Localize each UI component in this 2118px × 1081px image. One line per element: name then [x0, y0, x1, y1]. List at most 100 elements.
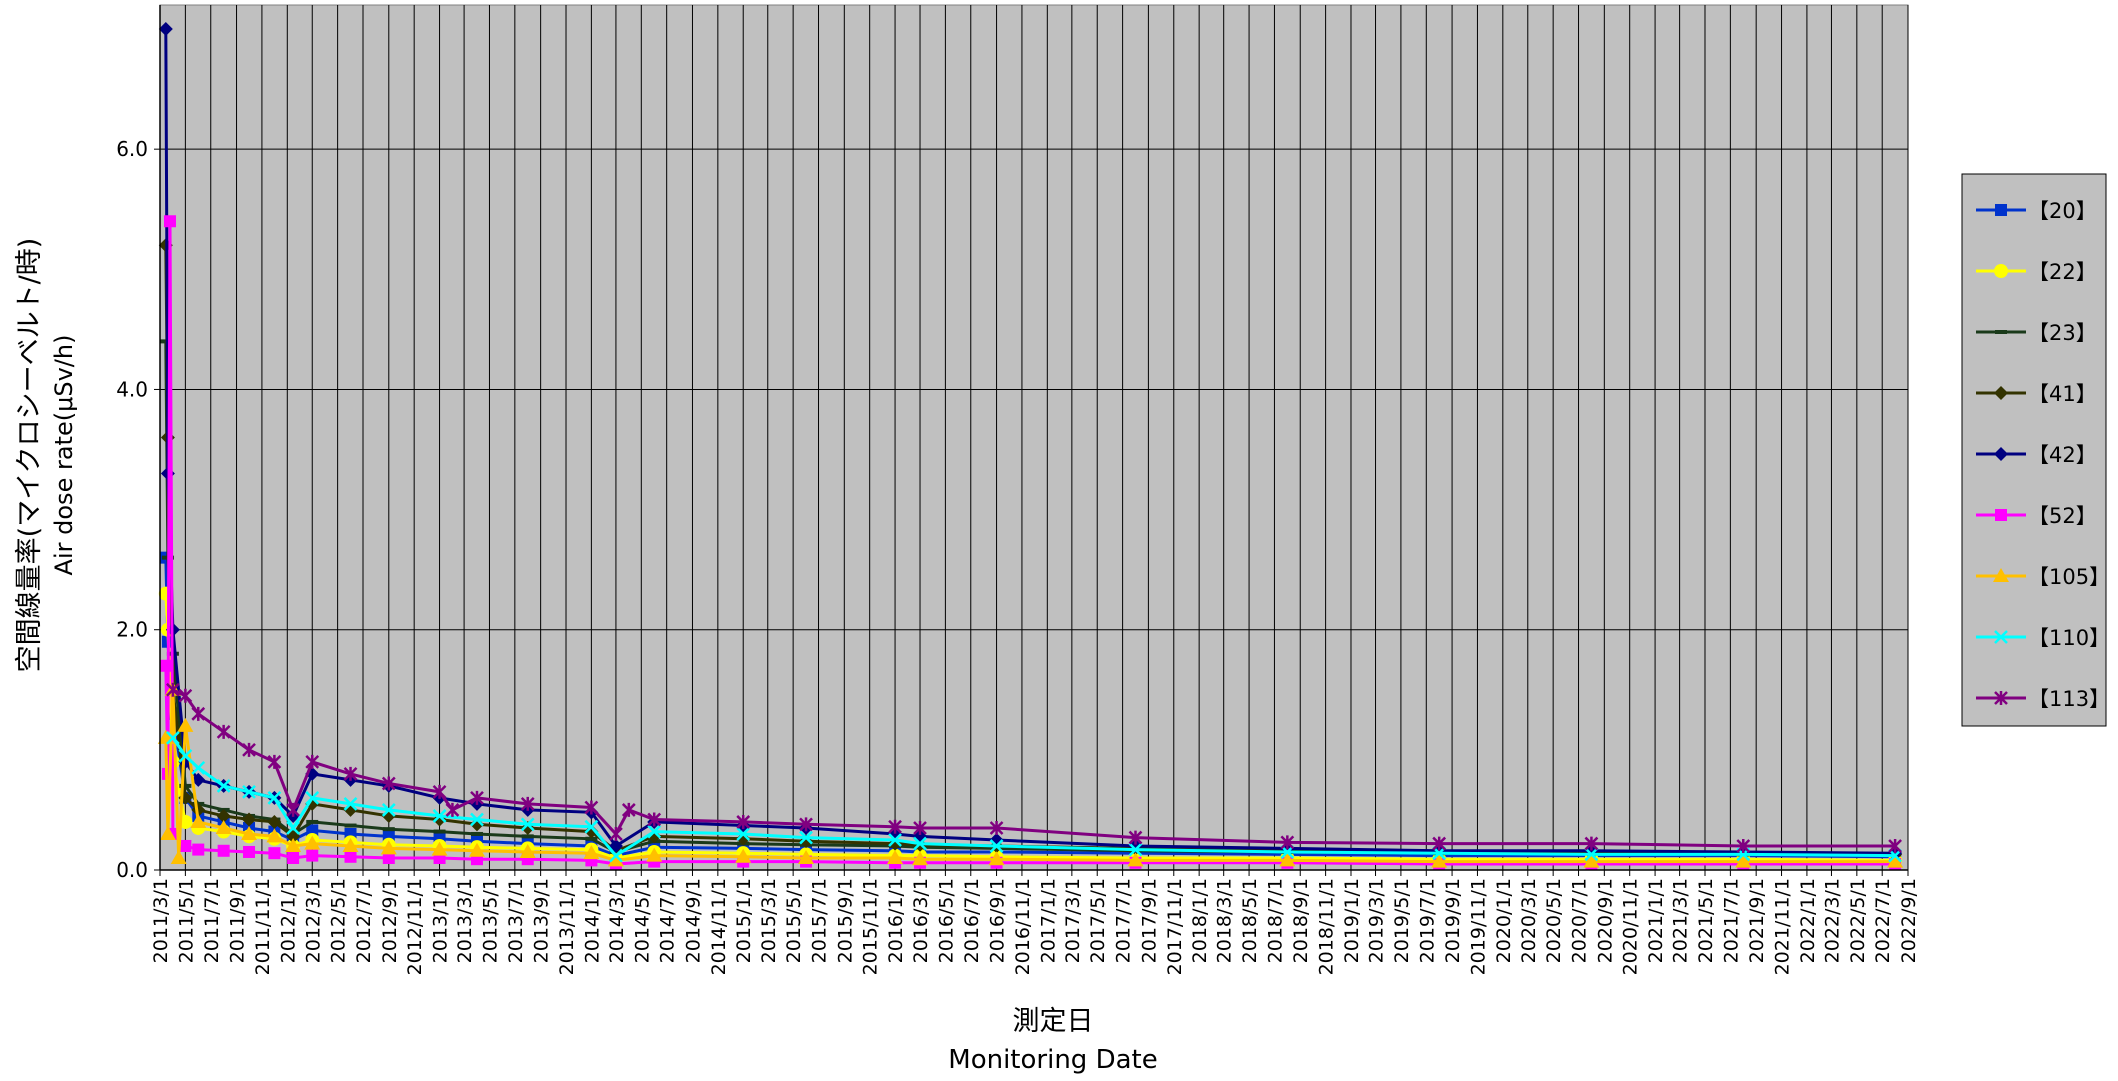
- data-point: [799, 830, 813, 845]
- data-point: [242, 785, 256, 799]
- x-tick-label: 2013/5/1: [479, 878, 501, 963]
- x-tick-label: 2016/11/1: [1012, 878, 1034, 975]
- data-point: [242, 742, 256, 757]
- data-point: [343, 797, 358, 811]
- data-point: [381, 776, 396, 791]
- x-tick-label: 2015/9/1: [834, 878, 856, 963]
- x-tick-label: 2019/3/1: [1366, 878, 1388, 963]
- legend-item: 【42】: [1976, 443, 2097, 467]
- data-point: [163, 215, 176, 228]
- x-tick-label: 2011/3/1: [150, 878, 172, 963]
- x-tick-label: 2012/11/1: [404, 878, 426, 975]
- x-tick-label: 2021/9/1: [1746, 878, 1768, 963]
- x-tick-label: 2014/3/1: [606, 878, 628, 963]
- data-point: [432, 784, 447, 799]
- x-tick-label: 2013/11/1: [556, 878, 578, 975]
- legend-label: 【42】: [2028, 443, 2097, 467]
- data-point: [1888, 838, 1902, 853]
- x-tick-label: 2022/5/1: [1847, 878, 1869, 963]
- x-tick-label: 2014/9/1: [682, 878, 704, 963]
- data-point: [177, 717, 194, 732]
- x-tick-label: 2018/11/1: [1316, 878, 1338, 975]
- axis-layer: 2011/3/1 2011/5/1 2011/7/1 2011/9/1 2011/11/…: [116, 5, 1920, 975]
- legend-swatch-marker: [1994, 630, 2008, 644]
- y-tick-label: 4.0: [116, 377, 148, 401]
- data-point: [583, 845, 600, 860]
- data-point: [191, 772, 206, 787]
- legend-item: 【23】: [1976, 321, 2097, 345]
- data-point: [178, 688, 193, 703]
- data-point: [1432, 836, 1447, 851]
- x-tick-label: 2021/5/1: [1695, 878, 1717, 963]
- x-tick-label: 2011/9/1: [227, 878, 249, 963]
- x-tick-label: 2017/7/1: [1113, 878, 1135, 963]
- data-point: [170, 849, 187, 864]
- x-tick-label: 2015/11/1: [860, 878, 882, 975]
- x-tick-label: 2019/9/1: [1442, 878, 1464, 963]
- data-point: [798, 849, 815, 864]
- legend-label: 【22】: [2028, 260, 2097, 284]
- data-point: [382, 851, 395, 864]
- legend-swatch-marker: [1995, 330, 2007, 334]
- x-tick-label: 2015/1/1: [733, 878, 755, 963]
- x-tick-label: 2012/5/1: [328, 878, 350, 963]
- x-tick-label: 2015/5/1: [783, 878, 805, 963]
- x-tick-label: 2021/3/1: [1670, 878, 1692, 963]
- legend-label: 【113】: [2028, 687, 2110, 711]
- legend-item: 【105】: [1976, 565, 2110, 589]
- x-tick-label: 2019/1/1: [1341, 878, 1363, 963]
- data-point: [888, 833, 902, 847]
- data-point: [216, 808, 231, 823]
- data-point: [216, 779, 231, 793]
- x-tick-label: 2020/7/1: [1569, 878, 1591, 963]
- data-point: [191, 706, 206, 721]
- data-point: [989, 820, 1004, 835]
- legend-box: [1961, 173, 2107, 727]
- data-point: [609, 848, 623, 863]
- x-tick-label: 2012/1/1: [277, 878, 299, 963]
- legend-swatch-marker: [1994, 386, 2008, 400]
- data-point: [647, 824, 662, 839]
- x-tick-label: 2014/5/1: [631, 878, 653, 963]
- legend-swatch-marker: [1993, 568, 2009, 582]
- data-point: [584, 800, 599, 815]
- x-tick-label: 2021/7/1: [1720, 878, 1742, 963]
- data-point: [1584, 847, 1599, 862]
- x-tick-label: 2016/1/1: [885, 878, 907, 963]
- data-point: [445, 802, 460, 817]
- legend: 【20】【22】【23】【41】【42】【52】【105】【110】【113】: [1961, 173, 2110, 727]
- data-point: [520, 796, 535, 811]
- data-point: [285, 837, 302, 852]
- data-point: [584, 819, 599, 834]
- data-point: [1127, 852, 1144, 867]
- data-point: [912, 851, 929, 866]
- data-point: [382, 827, 395, 832]
- data-point: [243, 845, 256, 858]
- legend-item: 【52】: [1976, 504, 2097, 528]
- data-point: [266, 828, 283, 843]
- x-tick-label: 2018/3/1: [1214, 878, 1236, 963]
- x-tick-label: 2020/5/1: [1543, 878, 1565, 963]
- x-tick-label: 2019/5/1: [1391, 878, 1413, 963]
- legend-swatch-marker: [1994, 264, 2008, 278]
- data-point: [286, 802, 301, 817]
- x-tick-label: 2022/3/1: [1821, 878, 1843, 963]
- x-tick-label: 2012/7/1: [353, 878, 375, 963]
- data-point: [1128, 830, 1143, 845]
- x-tick-label: 2022/7/1: [1872, 878, 1894, 963]
- data-point: [305, 754, 320, 769]
- data-point: [306, 819, 319, 824]
- legend-swatch-marker: [1995, 509, 2007, 521]
- series-7: [166, 730, 1902, 863]
- data-point: [381, 803, 396, 817]
- data-point: [344, 850, 357, 863]
- legend-label: 【110】: [2028, 626, 2110, 650]
- series-8: [166, 682, 1902, 853]
- plot-area: [159, 4, 1909, 871]
- data-point: [736, 827, 751, 841]
- data-point: [287, 851, 300, 864]
- data-point: [190, 813, 207, 828]
- data-point: [304, 835, 321, 850]
- data-point: [585, 836, 598, 841]
